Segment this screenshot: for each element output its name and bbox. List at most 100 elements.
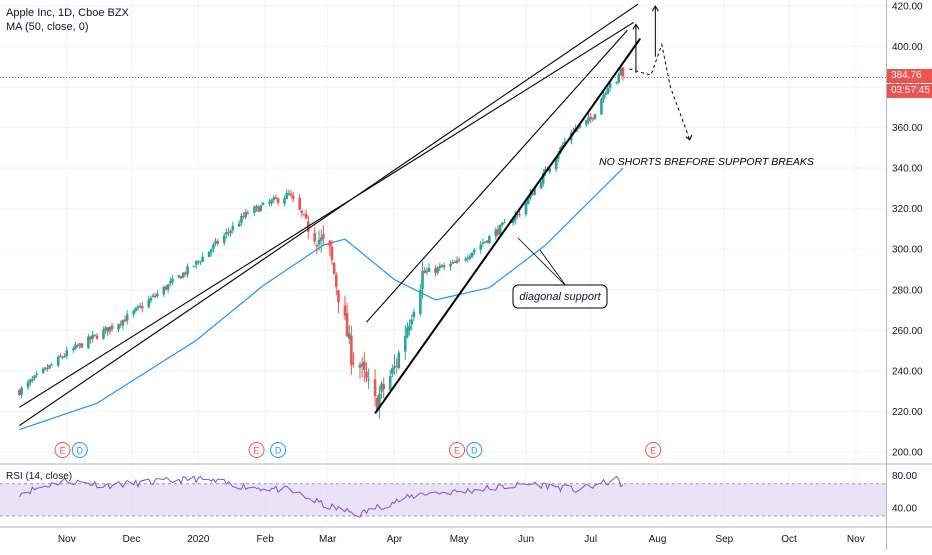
candle-body xyxy=(503,222,506,224)
candle-body xyxy=(300,210,304,214)
candle xyxy=(403,324,407,360)
event-marker-label: D xyxy=(77,446,84,456)
candle xyxy=(300,209,304,218)
time-tick-label: Feb xyxy=(257,534,275,545)
candle xyxy=(412,308,416,321)
candle xyxy=(80,342,84,348)
candle-body xyxy=(78,343,82,346)
candle xyxy=(593,113,597,121)
candle-body xyxy=(177,275,181,278)
lower-trendline xyxy=(19,21,635,408)
event-marker-label: D xyxy=(275,446,282,456)
candle xyxy=(216,238,220,246)
candle xyxy=(319,229,323,253)
time-tick-label: Jun xyxy=(518,534,534,545)
candle xyxy=(485,240,489,244)
candle-body xyxy=(494,229,498,237)
candle xyxy=(604,90,608,98)
candle-body xyxy=(287,193,291,195)
candle-body xyxy=(513,215,517,221)
candle xyxy=(352,352,355,368)
candle-body xyxy=(526,198,530,204)
chart-legend: Apple Inc, 1D, Cboe BZX MA (50, close, 0… xyxy=(6,6,129,34)
candle xyxy=(138,302,142,309)
candle xyxy=(358,361,362,379)
candle-body xyxy=(485,240,489,243)
time-tick-label: Mar xyxy=(319,534,337,545)
time-tick-label: Jul xyxy=(584,534,597,545)
candle-body xyxy=(347,333,351,339)
candle xyxy=(457,257,461,263)
candle-body xyxy=(65,350,69,357)
candle-body xyxy=(140,306,144,309)
candle-body xyxy=(61,357,64,359)
grid xyxy=(0,0,886,524)
candle xyxy=(621,67,625,81)
candle-body xyxy=(192,265,196,267)
candle xyxy=(117,323,120,332)
candle-body xyxy=(617,74,620,83)
candle xyxy=(591,116,595,122)
candle xyxy=(18,388,21,396)
candle xyxy=(397,349,401,370)
candle-body xyxy=(119,323,123,325)
callout-box xyxy=(512,284,608,309)
projection-path xyxy=(629,42,691,140)
candle-body xyxy=(41,368,45,373)
candle-body xyxy=(453,261,457,264)
candle-body xyxy=(162,286,166,295)
candle xyxy=(106,327,110,336)
symbol-legend[interactable]: Apple Inc, 1D, Cboe BZX xyxy=(6,7,129,19)
candle-body xyxy=(600,99,603,115)
price-tick-label: 340.00 xyxy=(892,164,923,175)
candle xyxy=(246,210,250,215)
candle xyxy=(382,377,386,399)
candle-body xyxy=(438,266,442,269)
candle xyxy=(132,309,135,318)
price-tick-label: 240.00 xyxy=(892,366,923,377)
candle xyxy=(270,198,273,207)
candle xyxy=(76,343,79,348)
candle xyxy=(332,261,336,275)
event-marker-label: E xyxy=(254,446,260,456)
ma-legend[interactable]: MA (50, close, 0) xyxy=(6,21,89,33)
candle-body xyxy=(466,258,470,260)
rsi-legend[interactable]: RSI (14, close) xyxy=(6,471,73,482)
rsi-tick-label: 40.00 xyxy=(892,503,917,514)
candle-body xyxy=(406,327,409,338)
candle-body xyxy=(332,262,336,274)
candle xyxy=(227,227,230,237)
candle-body xyxy=(313,233,317,242)
candle xyxy=(61,355,64,360)
candle xyxy=(548,168,552,174)
candle xyxy=(123,315,127,322)
candle xyxy=(524,200,528,217)
candle-body xyxy=(242,216,245,218)
candle xyxy=(343,295,347,320)
candle-body xyxy=(483,241,487,243)
candle xyxy=(380,380,383,399)
candle xyxy=(151,293,155,298)
candle xyxy=(164,285,168,291)
candle xyxy=(334,272,338,296)
candle xyxy=(229,229,232,238)
candle xyxy=(48,364,51,370)
candle-body xyxy=(89,336,92,340)
arrow-up-2-head xyxy=(651,5,659,12)
candle xyxy=(513,211,517,225)
candle xyxy=(285,189,289,200)
event-marker-label: D xyxy=(471,446,478,456)
candle-body xyxy=(255,205,258,208)
candle xyxy=(350,325,353,375)
candle-body xyxy=(80,343,84,348)
candle-body xyxy=(209,249,213,253)
candle xyxy=(95,333,99,340)
candle-body xyxy=(207,251,211,258)
candle-body xyxy=(117,324,120,330)
candle xyxy=(451,259,455,265)
candle-body xyxy=(602,94,605,100)
candle-body xyxy=(410,319,414,325)
time-tick-label: Nov xyxy=(58,534,76,545)
